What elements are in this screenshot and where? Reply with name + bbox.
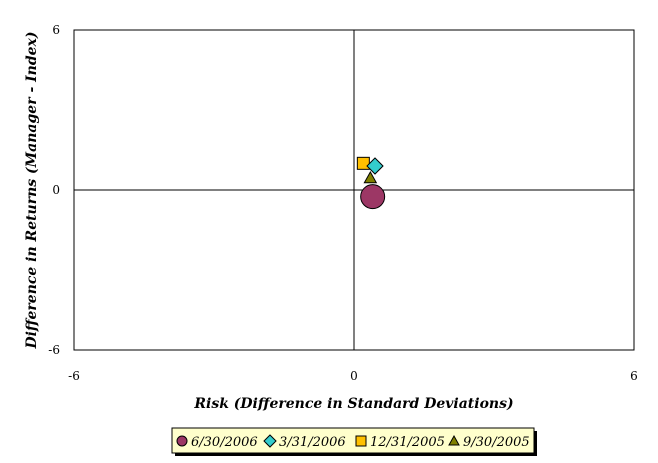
legend-label-3-31-2006: 3/31/2006 — [279, 435, 346, 450]
data-point-12-31-2005 — [356, 156, 370, 170]
legend-box — [171, 427, 535, 454]
y-tick-label-top: 6 — [52, 23, 60, 37]
legend: 6/30/2006 3/31/2006 12/31/2005 9/30/2005 — [171, 427, 537, 456]
y-axis-title: Difference in Returns (Manager - Index) — [24, 31, 40, 349]
legend-marker-6-30-2006 — [176, 435, 188, 447]
legend-marker-9-30-2005 — [448, 434, 460, 446]
x-tick-label-zero: 0 — [350, 369, 358, 383]
legend-label-9-30-2005: 9/30/2005 — [463, 435, 530, 450]
data-point-6-30-2006 — [360, 184, 386, 210]
x-tick-label-right: 6 — [630, 369, 638, 383]
x-axis-title: Risk (Difference in Standard Deviations) — [193, 396, 513, 412]
y-tick-label-bottom: -6 — [48, 343, 60, 357]
legend-label-12-31-2005: 12/31/2005 — [370, 435, 445, 450]
data-point-9-30-2005 — [363, 170, 378, 184]
y-tick-label-zero: 0 — [52, 183, 60, 197]
data-points — [356, 156, 386, 210]
x-tick-label-left: -6 — [68, 369, 80, 383]
legend-marker-3-31-2006 — [263, 434, 277, 448]
legend-label-6-30-2006: 6/30/2006 — [191, 435, 258, 450]
data-point-3-31-2006 — [366, 157, 384, 175]
legend-marker-12-31-2005 — [355, 435, 367, 447]
